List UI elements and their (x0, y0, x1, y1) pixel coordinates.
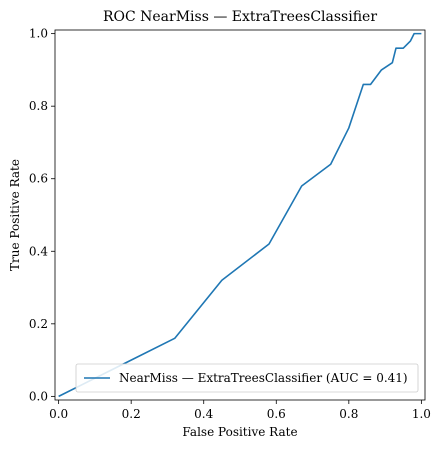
y-tick-label: 0.2 (29, 317, 48, 331)
x-tick-label: 0.2 (122, 407, 141, 421)
x-tick-label: 0.0 (49, 407, 68, 421)
x-axis-ticks: 0.0 0.2 0.4 0.6 0.8 1.0 (49, 400, 431, 421)
x-tick-label: 0.8 (339, 407, 358, 421)
x-axis-label: False Positive Rate (182, 425, 297, 439)
y-axis-label: True Positive Rate (8, 159, 22, 271)
y-axis-ticks: 0.0 0.2 0.4 0.6 0.8 1.0 (29, 27, 55, 403)
legend: NearMiss — ExtraTreesClassifier (AUC = 0… (75, 363, 419, 393)
legend-entry: NearMiss — ExtraTreesClassifier (AUC = 0… (119, 371, 408, 385)
x-tick-label: 1.0 (412, 407, 431, 421)
plot-frame (54, 29, 426, 401)
y-tick-label: 0.8 (29, 99, 48, 113)
x-tick-label: 0.4 (194, 407, 213, 421)
x-tick-label: 0.6 (267, 407, 286, 421)
y-tick-label: 1.0 (29, 27, 48, 41)
y-tick-label: 0.4 (29, 244, 48, 258)
series-layer (58, 32, 422, 398)
y-tick-label: 0.0 (29, 389, 48, 403)
y-tick-label: 0.6 (29, 172, 48, 186)
roc-curve-line (58, 32, 422, 398)
legend-box (75, 363, 419, 393)
chart-title: ROC NearMiss — ExtraTreesClassifier (103, 9, 377, 25)
